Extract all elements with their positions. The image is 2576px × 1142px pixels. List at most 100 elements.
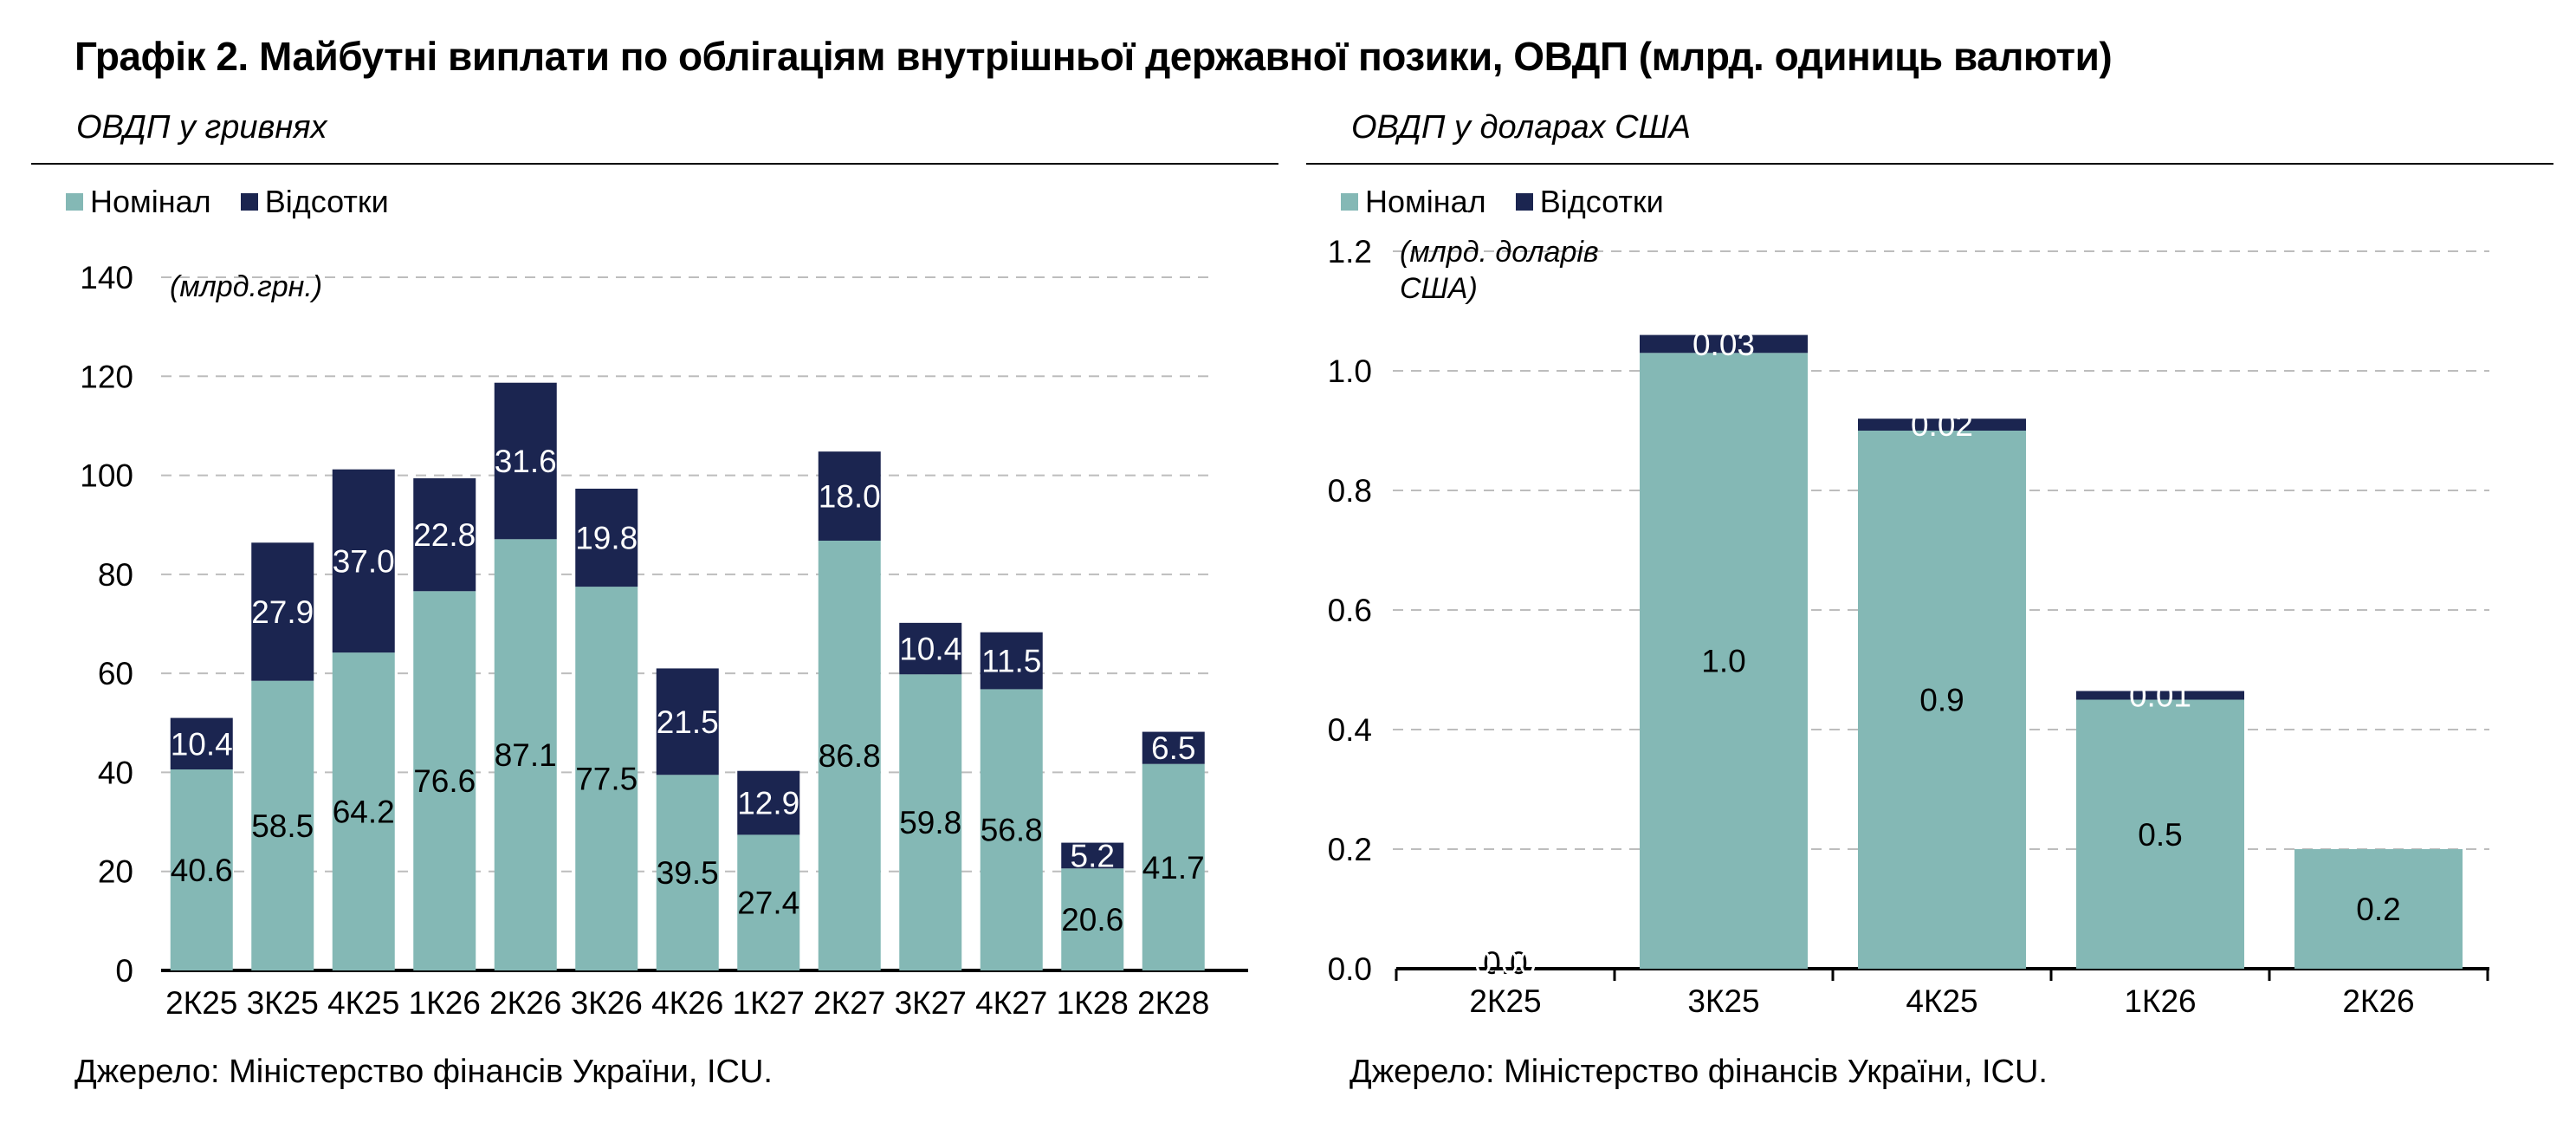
panel-divider-usd (1306, 163, 2553, 165)
data-label-nominal: 0.5 (2138, 817, 2182, 853)
panel-uah: ОВДП у гривнях Номінал Відсотки 0 20 40 60 8… (31, 104, 1278, 1126)
legend-swatch-interest (1515, 193, 1533, 211)
data-label-interest: 27.9 (251, 594, 314, 630)
data-label-nominal: 39.5 (657, 855, 719, 891)
data-label-nominal: 1.0 (1701, 644, 1745, 679)
legend-item-nominal: Номінал (66, 184, 211, 220)
y-tick-label: 20 (98, 854, 133, 890)
bar-nominal (1061, 868, 1124, 970)
bar-nominal (494, 539, 557, 970)
y-tick-label: 0.8 (1328, 473, 1372, 509)
bar-interest (818, 451, 881, 541)
bar-interest (1858, 419, 2026, 431)
bar-nominal (899, 674, 962, 970)
data-label-interest: 22.8 (413, 517, 476, 553)
data-label-nominal: 0.0 (1483, 945, 1527, 981)
data-label-nominal: 41.7 (1142, 850, 1205, 886)
legend-item-interest: Відсотки (1515, 184, 1664, 220)
x-tick-label: 2К28 (1137, 985, 1209, 1021)
chart-uah: 0 20 40 60 80 100 120 140 40.6 10.4 2К25 58.5 27.9 3К… (80, 260, 1248, 1021)
data-label-nominal: 0.2 (2356, 892, 2400, 927)
bar-nominal (2076, 699, 2244, 969)
data-label-interest: 31.6 (495, 444, 557, 479)
data-label-nominal: 0.9 (1919, 683, 1964, 718)
data-label-interest: 10.4 (171, 726, 233, 762)
y-tick-label: 100 (80, 458, 133, 494)
bar-nominal (170, 769, 233, 970)
data-label-interest: 21.5 (657, 704, 719, 740)
x-tick-label: 1К27 (733, 985, 805, 1021)
unit-note-usd-line2: США) (1400, 272, 1478, 305)
unit-note-uah: (млрд.грн.) (170, 270, 322, 303)
bar-interest (1142, 731, 1205, 764)
legend-usd: Номінал Відсотки (1341, 184, 1664, 220)
bar-nominal (575, 587, 638, 970)
data-label-interest: 19.8 (575, 521, 638, 556)
x-tick-label: 2К26 (2342, 983, 2414, 1019)
bar-interest (980, 632, 1043, 690)
legend-label-interest: Відсотки (264, 184, 389, 219)
bar-interest (494, 382, 557, 540)
legend-item-nominal: Номінал (1341, 184, 1486, 220)
bar-interest (737, 770, 800, 835)
legend-uah: Номінал Відсотки (66, 184, 389, 220)
bar-nominal (1640, 353, 1808, 969)
data-label-nominal: 56.8 (981, 813, 1043, 848)
y-tick-label: 140 (80, 260, 133, 295)
bar-interest (575, 489, 638, 587)
y-tick-label: 0 (115, 953, 133, 989)
bar-interest (332, 469, 395, 653)
bar-nominal (818, 541, 881, 970)
y-tick-label: 1.2 (1328, 234, 1372, 269)
x-tick-label: 3К27 (895, 985, 967, 1021)
data-label-nominal: 40.6 (171, 853, 233, 888)
x-tick-label: 1К26 (409, 985, 481, 1021)
data-label-nominal: 87.1 (495, 737, 557, 773)
data-label-nominal: 86.8 (819, 738, 881, 774)
bar-interest (1640, 334, 1808, 354)
x-tick-label: 2К27 (813, 985, 885, 1021)
data-label-interest: 12.9 (737, 786, 799, 821)
data-label-interest: 18.0 (819, 479, 881, 515)
data-label-nominal: 59.8 (899, 805, 961, 840)
y-tick-label: 0.0 (1328, 951, 1372, 987)
legend-label-nominal: Номінал (90, 184, 211, 219)
source-note-usd: Джерело: Міністерство фінансів України, … (1349, 1054, 2048, 1090)
x-tick-label: 1К26 (2124, 983, 2196, 1019)
x-tick-label: 2К25 (165, 985, 237, 1021)
bar-interest (2076, 691, 2244, 700)
x-tick-label: 4К27 (975, 985, 1047, 1021)
x-tick-label: 4К26 (651, 985, 723, 1021)
panel-subtitle-uah: ОВДП у гривнях (76, 109, 327, 146)
panel-usd: ОВДП у доларах США Номінал Відсотки 0.0 0… (1306, 104, 2553, 1126)
data-label-interest: 0.00 (1474, 945, 1537, 981)
chart-title: Графік 2. Майбутні виплати по облігаціям… (74, 34, 2113, 79)
y-tick-label: 0.2 (1328, 832, 1372, 867)
y-tick-label: 60 (98, 656, 133, 691)
y-tick-label: 80 (98, 557, 133, 593)
y-tick-label: 0.4 (1328, 712, 1372, 748)
y-tick-label: 0.6 (1328, 593, 1372, 628)
x-tick-label: 2К25 (1469, 983, 1541, 1019)
legend-label-interest: Відсотки (1539, 184, 1664, 219)
bar-interest (899, 622, 962, 675)
legend-swatch-interest (240, 193, 258, 211)
source-note-uah: Джерело: Міністерство фінансів України, … (74, 1054, 773, 1090)
data-label-nominal: 64.2 (333, 795, 395, 830)
bar-nominal (980, 689, 1043, 970)
x-tick-label: 4К25 (1906, 983, 1977, 1019)
bar-interest (656, 668, 719, 775)
x-tick-label: 3К25 (247, 985, 319, 1021)
legend-swatch-nominal (1341, 193, 1358, 211)
legend-swatch-nominal (66, 193, 83, 211)
x-tick-label: 2К26 (489, 985, 561, 1021)
data-label-interest: 10.4 (899, 632, 961, 667)
data-label-interest: 6.5 (1151, 730, 1195, 766)
chart-usd: 0.00.20.40.60.81.01.20.00.002К251.00.033… (1328, 234, 2489, 1019)
data-label-nominal: 77.5 (575, 762, 638, 797)
bar-nominal (737, 834, 800, 970)
bar-nominal (1858, 431, 2026, 969)
bar-nominal (332, 652, 395, 970)
bar-interest (251, 542, 314, 681)
data-label-interest: 0.02 (1911, 407, 1973, 443)
